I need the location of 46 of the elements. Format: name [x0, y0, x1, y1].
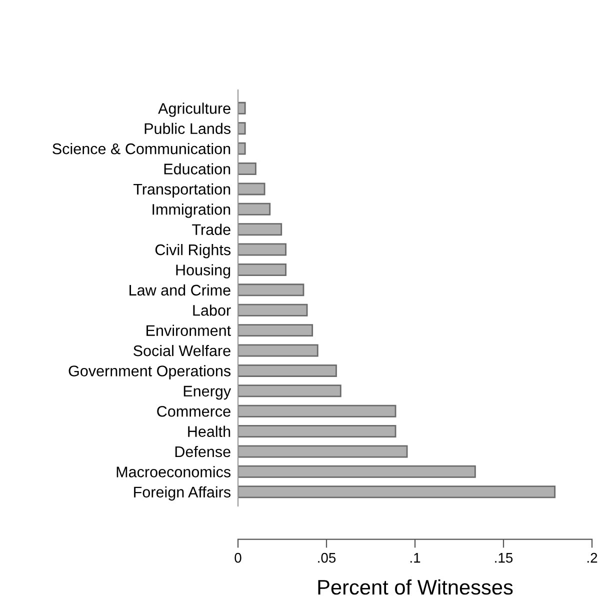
- bar: [238, 425, 396, 438]
- y-tick-label: Science & Communication: [52, 143, 230, 154]
- y-tick-label: Defense: [175, 446, 230, 458]
- y-tick-label: Social Welfare: [134, 344, 230, 356]
- bar: [238, 465, 476, 478]
- bar: [238, 384, 342, 398]
- bar: [238, 182, 266, 196]
- bar: [238, 142, 246, 155]
- bar: [238, 243, 286, 256]
- bar: [238, 404, 396, 418]
- y-tick-label: Health: [188, 426, 230, 437]
- y-tick-label: Civil Rights: [155, 244, 231, 258]
- bar: [238, 162, 256, 176]
- y-tick-label: Foreign Affairs: [134, 486, 231, 501]
- bar: [238, 223, 282, 236]
- y-tick-label: Environment: [146, 324, 231, 336]
- bar: [238, 304, 308, 316]
- y-tick-label: Macroeconomics: [116, 466, 231, 478]
- x-tick-label: .05: [318, 552, 336, 563]
- y-tick-label: Agriculture: [158, 102, 230, 117]
- y-tick-label: Commerce: [157, 406, 230, 417]
- x-axis-title: Percent of Witnesses: [318, 579, 513, 595]
- bar: [238, 344, 318, 357]
- y-tick-label: Housing: [176, 264, 230, 278]
- y-tick-label: Energy: [184, 386, 232, 400]
- y-tick-label: Trade: [192, 224, 230, 236]
- bar: [238, 324, 314, 337]
- bar: [238, 263, 286, 276]
- bar: [238, 445, 408, 458]
- y-tick-label: Labor: [193, 304, 231, 316]
- y-tick-label: Education: [164, 163, 230, 174]
- bar: [238, 486, 556, 498]
- bar: [238, 202, 271, 216]
- x-tick-label: .2: [587, 552, 598, 563]
- y-tick-label: Immigration: [152, 204, 230, 218]
- y-tick-label: Law and Crime: [130, 284, 230, 296]
- bar: [238, 284, 304, 296]
- x-tick-label: 0: [234, 552, 242, 563]
- bar: [238, 122, 246, 135]
- bar: [238, 102, 246, 114]
- y-tick-label: Transportation: [133, 183, 230, 198]
- bar: [238, 364, 337, 377]
- y-tick-label: Public Lands: [144, 122, 231, 134]
- x-tick-label: .1: [410, 553, 420, 563]
- x-tick-label: .15: [495, 553, 513, 563]
- y-tick-label: Government Operations: [68, 365, 231, 380]
